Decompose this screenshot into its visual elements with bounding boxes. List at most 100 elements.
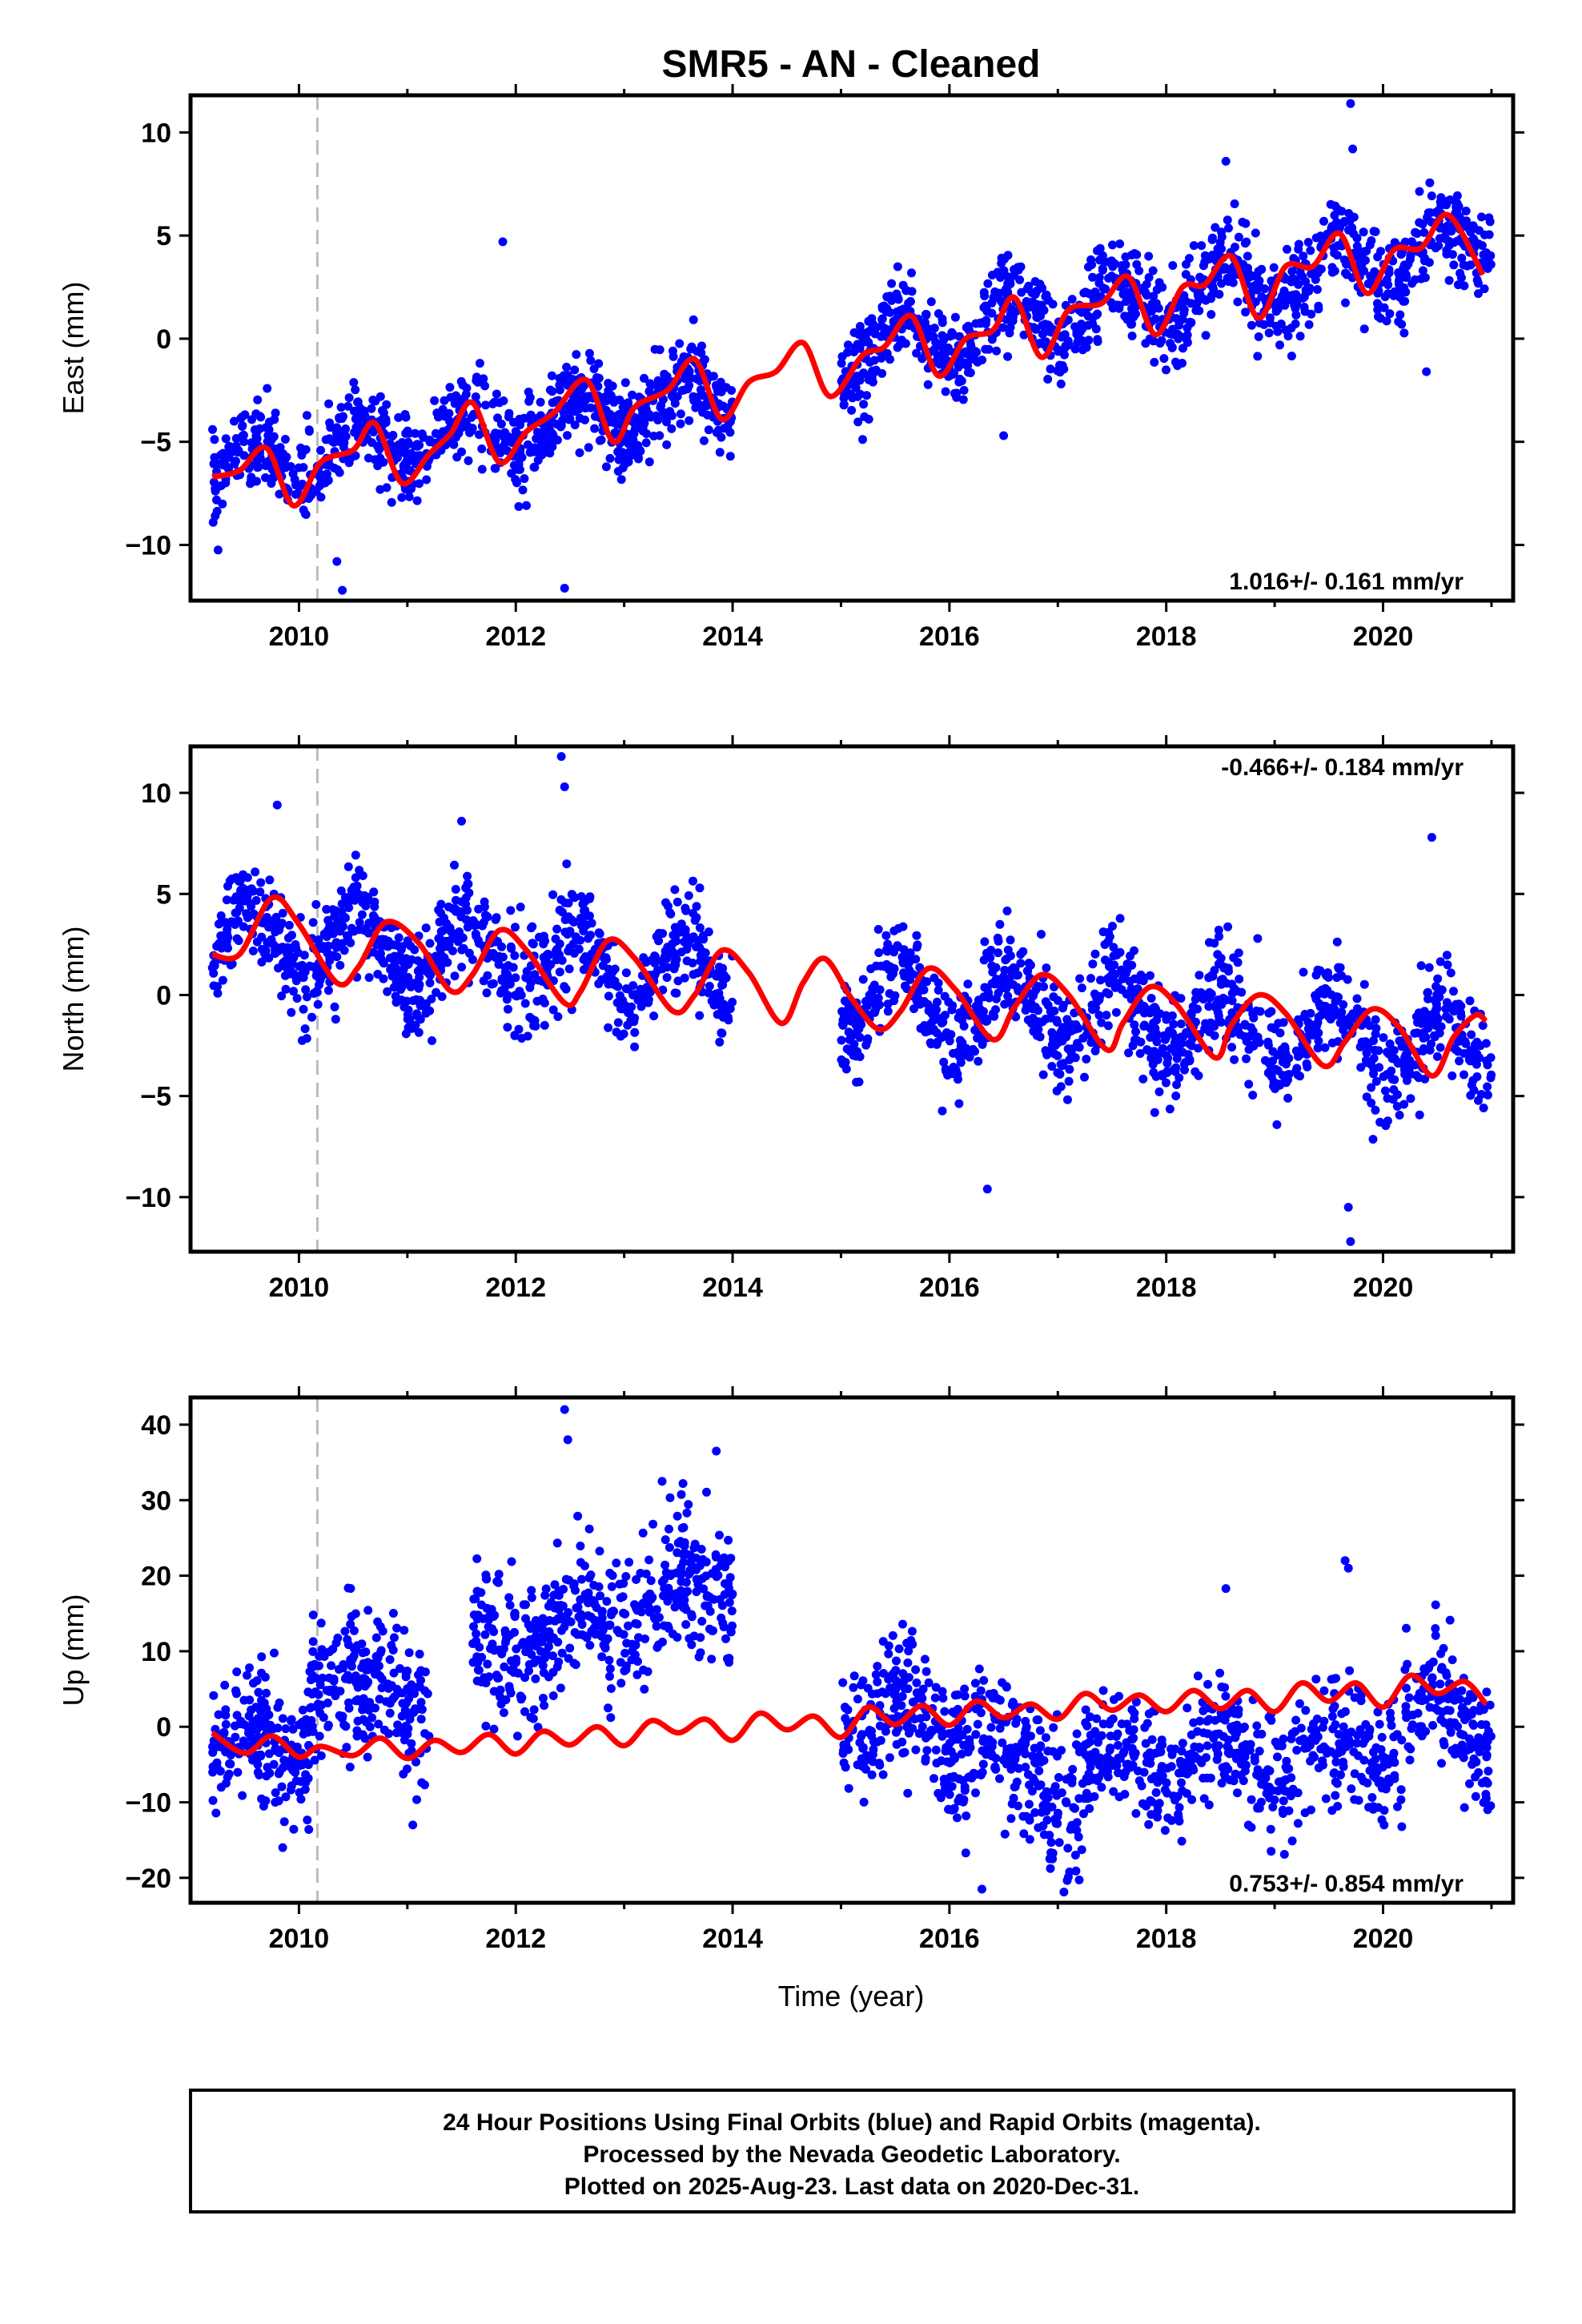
y-tick-label: 5 [156,879,171,910]
data-point [1095,255,1104,265]
data-point [1204,973,1214,983]
data-points [207,752,1496,1246]
data-point [267,935,276,944]
data-point [540,998,549,1007]
data-point [615,991,624,1000]
data-point [978,1039,987,1049]
data-point [288,1724,298,1734]
data-point [333,1633,343,1642]
data-point [1295,267,1305,277]
data-point [677,1577,686,1586]
data-point [980,937,990,947]
data-point [662,440,672,449]
data-point [1233,958,1243,967]
data-point [1195,971,1204,980]
data-point [1224,275,1234,285]
data-point [697,1545,706,1554]
data-point [450,971,460,981]
data-point [1096,975,1105,985]
data-point [256,878,266,887]
data-point [232,1667,242,1677]
data-point [695,883,705,893]
data-point [1475,1053,1484,1063]
data-point [1002,955,1011,963]
data-point [577,1574,586,1584]
data-point [398,977,408,987]
data-point [858,435,867,444]
data-point [584,348,594,358]
data-point [1410,1028,1419,1038]
data-point [1425,178,1435,187]
data-point [403,456,412,465]
data-point [1138,1074,1148,1084]
data-point [642,429,651,438]
data-point [1213,244,1223,254]
data-point [1005,278,1014,287]
data-point [548,1005,558,1015]
data-point [1253,352,1263,361]
data-point [472,1554,482,1563]
data-point [1455,1056,1464,1066]
data-point [317,1645,327,1655]
data-point [281,1792,291,1802]
data-point [527,1640,536,1649]
data-point [416,1698,426,1707]
data-point [606,1684,616,1693]
data-point [727,1606,737,1616]
data-point [702,1487,711,1497]
data-point [335,436,344,446]
data-point [538,1661,548,1671]
data-point [301,444,311,454]
data-point [1269,263,1279,272]
data-point [1480,230,1489,239]
data-point [725,1598,734,1607]
data-point [1419,227,1429,237]
data-point [322,469,331,479]
data-point [576,914,585,923]
data-point [492,429,501,439]
data-point [311,963,320,972]
data-point [1139,1005,1149,1015]
data-point [307,1012,316,1022]
data-point [862,1036,872,1046]
data-point [963,979,973,989]
data-point [374,951,383,961]
data-point [1287,274,1297,283]
data-point [1053,1068,1062,1077]
x-tick-label: 2014 [702,621,763,652]
data-point [1186,1010,1196,1019]
data-point [1146,971,1154,980]
data-point [388,1646,398,1655]
data-point [1419,1028,1428,1037]
data-point [1199,261,1208,271]
data-point [660,369,669,379]
data-point [313,1699,323,1709]
data-point [670,885,680,895]
data-point [296,1795,306,1804]
data-point [1070,344,1080,354]
data-point [262,1771,271,1781]
data-point-outlier [1221,156,1231,166]
data-point [491,464,500,473]
data-point [286,1785,295,1795]
data-point [384,1729,393,1739]
data-point [1199,995,1208,1004]
data-point [1037,930,1046,939]
data-point [425,978,435,987]
data-point [221,1719,231,1729]
data-point [1291,310,1301,320]
data-point [1080,342,1090,352]
data-point [295,1787,304,1797]
data-point [685,1634,694,1643]
data-point [481,400,490,410]
data-point [1248,1027,1258,1036]
data-point [1271,307,1281,316]
data-point [1162,1078,1170,1088]
data-point [515,987,524,996]
data-point [1227,1008,1237,1018]
data-point [311,987,321,996]
data-point [573,1511,583,1521]
data-point [1483,1090,1492,1100]
data-point [299,1004,308,1014]
data-point [436,908,445,918]
